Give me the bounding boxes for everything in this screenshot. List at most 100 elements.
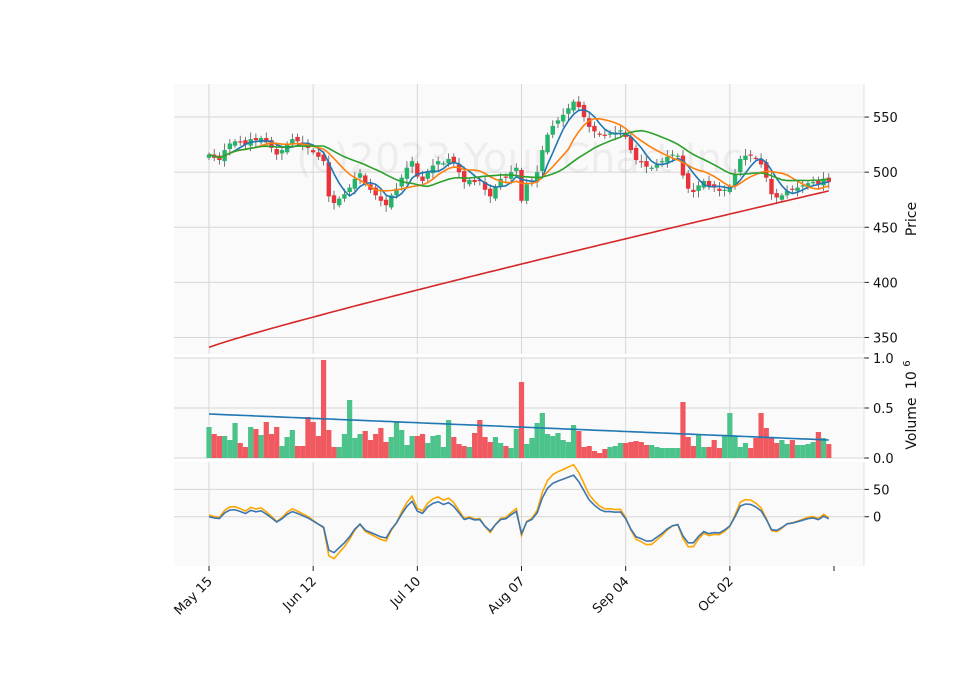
volume-bar <box>623 443 629 458</box>
volume-axis-label: Volume 10 6 <box>902 360 920 449</box>
candle-body <box>415 163 420 177</box>
indicator-tick-label: 50 <box>873 483 890 498</box>
candle-body <box>685 173 691 189</box>
candle-body <box>404 167 410 179</box>
volume-bar <box>352 438 358 458</box>
volume-bar <box>810 442 816 458</box>
candle-body <box>488 188 493 197</box>
volume-bar <box>300 446 306 458</box>
candle-body <box>649 167 654 169</box>
x-tick-label: Jun 12 <box>280 574 320 614</box>
candle-body <box>764 162 769 178</box>
volume-bar <box>211 434 217 458</box>
candle-body <box>758 158 764 165</box>
candle-body <box>290 139 295 144</box>
volume-bar <box>800 445 806 458</box>
volume-tick-label: 0.5 <box>873 402 894 417</box>
volume-bar <box>513 429 519 458</box>
volume-bar <box>268 434 275 458</box>
volume-bar <box>774 443 780 458</box>
volume-bar <box>289 430 295 458</box>
candle-body <box>581 104 587 118</box>
volume-bar <box>784 444 790 458</box>
candle-body <box>748 154 753 156</box>
candle-body <box>498 178 503 187</box>
volume-bar <box>419 434 426 458</box>
candle-body <box>722 189 727 191</box>
candle-body <box>560 114 566 122</box>
volume-bar <box>237 443 243 458</box>
candle-body <box>665 156 670 163</box>
volume-bar <box>305 417 311 458</box>
candle-body <box>550 125 555 135</box>
volume-bar <box>659 448 665 458</box>
candle-body <box>389 195 394 208</box>
volume-bar <box>315 436 321 458</box>
candle-body <box>633 147 639 161</box>
volume-bar <box>753 438 759 458</box>
price-tick-label: 500 <box>873 166 898 181</box>
volume-bar <box>388 437 394 458</box>
volume-bar <box>524 444 530 458</box>
candle-body <box>519 169 524 201</box>
volume-bar <box>425 443 431 458</box>
candle-body <box>732 174 738 187</box>
indicator-marks <box>208 463 830 560</box>
candle-body <box>383 199 389 206</box>
volume-bar <box>393 421 400 458</box>
volume-bar <box>227 440 233 458</box>
candle-body <box>524 184 529 201</box>
candle-body <box>373 187 378 196</box>
volume-bar <box>794 445 801 458</box>
volume-bar <box>367 440 374 458</box>
x-tick-label: Oct 02 <box>696 574 737 615</box>
price-tick-label: 400 <box>873 276 898 291</box>
volume-bar <box>409 436 415 458</box>
volume-bar <box>383 442 389 458</box>
candle-body <box>618 130 623 132</box>
volume-bar <box>326 430 332 458</box>
volume-bar <box>414 436 420 458</box>
candle-body <box>691 189 696 192</box>
candle-body <box>472 179 477 183</box>
volume-bar <box>685 437 691 458</box>
candle-body <box>253 138 259 141</box>
volume-bar <box>529 438 535 458</box>
x-tick-label: Jul 10 <box>387 574 424 611</box>
volume-bar <box>378 428 384 458</box>
candle-body <box>316 152 321 157</box>
candle-body <box>810 182 816 184</box>
volume-bar <box>560 440 566 458</box>
volume-bar <box>654 447 660 458</box>
volume-bar <box>461 446 467 458</box>
candle-body <box>232 141 238 146</box>
volume-bar <box>482 437 488 458</box>
candle-body <box>576 101 581 108</box>
volume-bar <box>716 448 723 458</box>
candle-body <box>482 182 488 190</box>
candle-body <box>628 136 634 151</box>
volume-bar <box>248 427 254 458</box>
volume-bar <box>742 443 749 458</box>
volume-bar <box>633 441 639 458</box>
candle-body <box>331 195 337 204</box>
volume-bar <box>581 447 587 458</box>
candle-body <box>696 185 701 191</box>
candle-body <box>675 155 680 157</box>
candle-body <box>342 194 347 199</box>
volume-bar <box>456 444 462 458</box>
candle-body <box>274 149 279 155</box>
volume-bar <box>570 425 577 458</box>
candle-body <box>659 161 665 163</box>
volume-bar <box>539 413 545 458</box>
candle-body <box>420 176 425 181</box>
candle-body <box>654 164 660 168</box>
candle-body <box>227 143 233 150</box>
volume-bar <box>643 445 650 458</box>
volume-bar <box>732 436 738 458</box>
candle-body <box>462 171 467 183</box>
panel-bg-2 <box>174 462 864 566</box>
volume-bar <box>607 447 613 458</box>
price-marks <box>206 96 831 349</box>
volume-bar <box>576 431 582 458</box>
